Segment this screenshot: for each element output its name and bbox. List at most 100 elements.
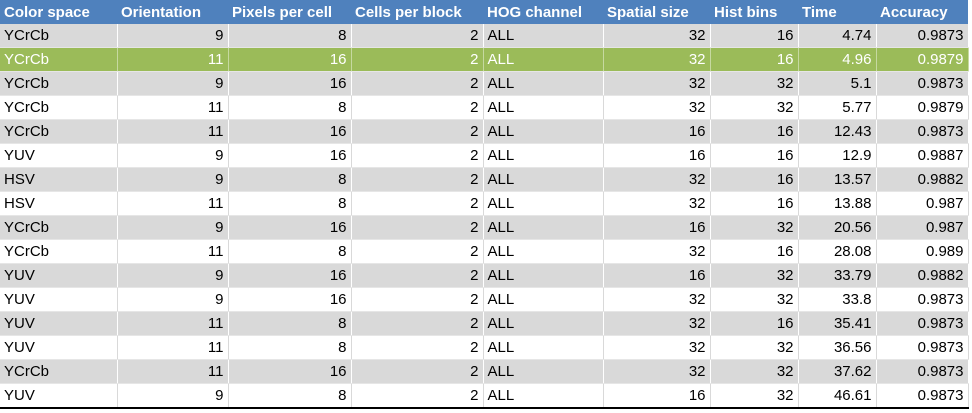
- header-cells-per-block[interactable]: Cells per block: [351, 0, 483, 24]
- cell-accuracy[interactable]: 0.9873: [876, 311, 969, 336]
- cell-accuracy[interactable]: 0.9879: [876, 95, 969, 120]
- cell-spatial-size[interactable]: 32: [603, 287, 711, 312]
- cell-orientation[interactable]: 9: [117, 383, 229, 409]
- cell-spatial-size[interactable]: 32: [603, 239, 711, 264]
- cell-spatial-size[interactable]: 32: [603, 71, 711, 96]
- cell-orientation[interactable]: 9: [117, 287, 229, 312]
- cell-spatial-size[interactable]: 32: [603, 167, 711, 192]
- cell-cells-per-block[interactable]: 2: [351, 95, 484, 120]
- cell-accuracy[interactable]: 0.9873: [876, 287, 969, 312]
- cell-pixels-per-cell[interactable]: 16: [228, 263, 352, 288]
- cell-color-space[interactable]: YCrCb: [0, 95, 118, 120]
- cell-orientation[interactable]: 11: [117, 119, 229, 144]
- cell-spatial-size[interactable]: 16: [603, 383, 711, 409]
- table-row[interactable]: YCrCb 9 8 2 ALL 32 16 4.74 0.9873: [0, 24, 969, 48]
- cell-cells-per-block[interactable]: 2: [351, 24, 484, 48]
- cell-hog-channel[interactable]: ALL: [483, 143, 604, 168]
- cell-cells-per-block[interactable]: 2: [351, 287, 484, 312]
- header-hog-channel[interactable]: HOG channel: [483, 0, 603, 24]
- cell-spatial-size[interactable]: 16: [603, 215, 711, 240]
- cell-time[interactable]: 12.9: [798, 143, 877, 168]
- cell-spatial-size[interactable]: 32: [603, 335, 711, 360]
- cell-accuracy[interactable]: 0.9873: [876, 335, 969, 360]
- cell-color-space[interactable]: YCrCb: [0, 215, 118, 240]
- cell-spatial-size[interactable]: 16: [603, 119, 711, 144]
- cell-hog-channel[interactable]: ALL: [483, 359, 604, 384]
- cell-hog-channel[interactable]: ALL: [483, 119, 604, 144]
- cell-cells-per-block[interactable]: 2: [351, 359, 484, 384]
- cell-hog-channel[interactable]: ALL: [483, 239, 604, 264]
- cell-hist-bins[interactable]: 16: [710, 167, 799, 192]
- cell-orientation[interactable]: 9: [117, 71, 229, 96]
- cell-color-space[interactable]: YCrCb: [0, 119, 118, 144]
- cell-hist-bins[interactable]: 32: [710, 215, 799, 240]
- cell-orientation[interactable]: 11: [117, 359, 229, 384]
- cell-pixels-per-cell[interactable]: 16: [228, 47, 352, 72]
- cell-orientation[interactable]: 11: [117, 239, 229, 264]
- table-row[interactable]: YCrCb 11 16 2 ALL 32 16 4.96 0.9879: [0, 47, 969, 72]
- header-time[interactable]: Time: [798, 0, 876, 24]
- cell-orientation[interactable]: 11: [117, 191, 229, 216]
- cell-time[interactable]: 36.56: [798, 335, 877, 360]
- table-row[interactable]: YUV 11 8 2 ALL 32 16 35.41 0.9873: [0, 311, 969, 336]
- cell-pixels-per-cell[interactable]: 16: [228, 143, 352, 168]
- cell-hist-bins[interactable]: 16: [710, 143, 799, 168]
- cell-spatial-size[interactable]: 32: [603, 311, 711, 336]
- header-spatial-size[interactable]: Spatial size: [603, 0, 710, 24]
- cell-cells-per-block[interactable]: 2: [351, 47, 484, 72]
- cell-time[interactable]: 28.08: [798, 239, 877, 264]
- cell-color-space[interactable]: YUV: [0, 263, 118, 288]
- cell-time[interactable]: 5.1: [798, 71, 877, 96]
- cell-cells-per-block[interactable]: 2: [351, 71, 484, 96]
- cell-time[interactable]: 4.96: [798, 47, 877, 72]
- cell-spatial-size[interactable]: 32: [603, 47, 711, 72]
- cell-accuracy[interactable]: 0.9882: [876, 263, 969, 288]
- table-row[interactable]: YCrCb 9 16 2 ALL 32 32 5.1 0.9873: [0, 71, 969, 96]
- table-row[interactable]: YCrCb 11 16 2 ALL 32 32 37.62 0.9873: [0, 359, 969, 384]
- cell-hist-bins[interactable]: 16: [710, 24, 799, 48]
- cell-spatial-size[interactable]: 32: [603, 24, 711, 48]
- cell-pixels-per-cell[interactable]: 8: [228, 335, 352, 360]
- cell-spatial-size[interactable]: 32: [603, 359, 711, 384]
- table-row[interactable]: YCrCb 11 8 2 ALL 32 32 5.77 0.9879: [0, 95, 969, 120]
- table-row[interactable]: YUV 11 8 2 ALL 32 32 36.56 0.9873: [0, 335, 969, 360]
- cell-hog-channel[interactable]: ALL: [483, 24, 604, 48]
- cell-orientation[interactable]: 11: [117, 47, 229, 72]
- cell-color-space[interactable]: YCrCb: [0, 24, 118, 48]
- cell-accuracy[interactable]: 0.9879: [876, 47, 969, 72]
- cell-hist-bins[interactable]: 32: [710, 383, 799, 409]
- cell-pixels-per-cell[interactable]: 8: [228, 24, 352, 48]
- cell-pixels-per-cell[interactable]: 16: [228, 71, 352, 96]
- cell-color-space[interactable]: YCrCb: [0, 71, 118, 96]
- cell-hog-channel[interactable]: ALL: [483, 191, 604, 216]
- cell-accuracy[interactable]: 0.987: [876, 215, 969, 240]
- cell-color-space[interactable]: HSV: [0, 191, 118, 216]
- cell-cells-per-block[interactable]: 2: [351, 311, 484, 336]
- cell-cells-per-block[interactable]: 2: [351, 167, 484, 192]
- cell-pixels-per-cell[interactable]: 16: [228, 215, 352, 240]
- cell-accuracy[interactable]: 0.989: [876, 239, 969, 264]
- cell-time[interactable]: 33.79: [798, 263, 877, 288]
- table-row[interactable]: YCrCb 9 16 2 ALL 16 32 20.56 0.987: [0, 215, 969, 240]
- cell-orientation[interactable]: 9: [117, 263, 229, 288]
- cell-hog-channel[interactable]: ALL: [483, 383, 604, 409]
- cell-hist-bins[interactable]: 16: [710, 119, 799, 144]
- cell-cells-per-block[interactable]: 2: [351, 191, 484, 216]
- cell-hog-channel[interactable]: ALL: [483, 335, 604, 360]
- header-orientation[interactable]: Orientation: [117, 0, 228, 24]
- cell-time[interactable]: 13.57: [798, 167, 877, 192]
- cell-pixels-per-cell[interactable]: 16: [228, 119, 352, 144]
- cell-hist-bins[interactable]: 32: [710, 287, 799, 312]
- header-hist-bins[interactable]: Hist bins: [710, 0, 798, 24]
- cell-hist-bins[interactable]: 16: [710, 311, 799, 336]
- cell-hist-bins[interactable]: 16: [710, 191, 799, 216]
- cell-hog-channel[interactable]: ALL: [483, 263, 604, 288]
- table-row[interactable]: YUV 9 8 2 ALL 16 32 46.61 0.9873: [0, 383, 969, 409]
- cell-cells-per-block[interactable]: 2: [351, 143, 484, 168]
- table-row[interactable]: YUV 9 16 2 ALL 32 32 33.8 0.9873: [0, 287, 969, 312]
- header-accuracy[interactable]: Accuracy: [876, 0, 968, 24]
- cell-cells-per-block[interactable]: 2: [351, 263, 484, 288]
- cell-pixels-per-cell[interactable]: 8: [228, 383, 352, 409]
- table-row[interactable]: YCrCb 11 16 2 ALL 16 16 12.43 0.9873: [0, 119, 969, 144]
- cell-time[interactable]: 12.43: [798, 119, 877, 144]
